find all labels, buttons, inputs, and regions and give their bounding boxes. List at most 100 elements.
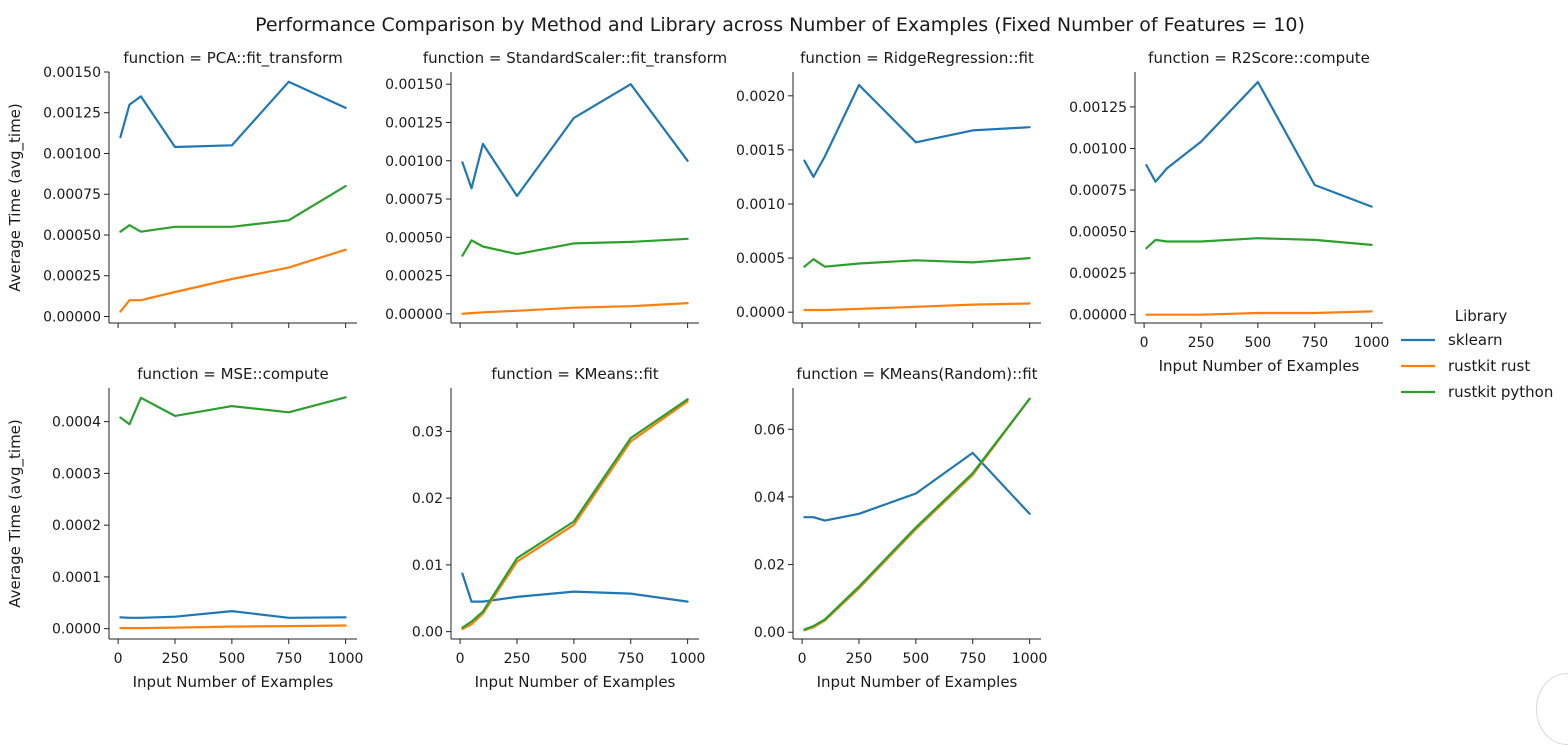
series-line-rustkit-rust	[1145, 310, 1373, 316]
y-tick-label: 0.0000	[736, 305, 785, 321]
y-tick-label: 0.02	[412, 491, 443, 507]
y-tick-label: 0.00050	[43, 228, 101, 244]
y-tick-label: 0.0010	[736, 197, 785, 213]
x-tick-label: 750	[959, 651, 986, 667]
y-tick-label: 0.00125	[385, 116, 443, 132]
panel-title: function = PCA::fit_transform	[123, 49, 342, 68]
x-tick-label: 0	[798, 651, 807, 667]
series-line-rustkit-rust	[461, 302, 689, 315]
figure: Performance Comparison by Method and Lib…	[6, 14, 1553, 691]
y-tick-label: 0.00075	[385, 192, 443, 208]
x-tick-label: 500	[560, 651, 587, 667]
y-tick-label: 0.00125	[1069, 100, 1127, 116]
y-tick-label: 0.01	[412, 558, 443, 574]
series-line-sklearn	[803, 451, 1031, 522]
x-tick-label: 0	[456, 651, 465, 667]
y-tick-label: 0.0001	[52, 570, 101, 586]
panel-title: function = R2Score::compute	[1148, 49, 1370, 67]
x-tick-label: 1000	[1012, 651, 1048, 667]
y-tick-label: 0.00100	[1069, 141, 1127, 157]
x-tick-label: 500	[218, 651, 245, 667]
y-tick-label: 0.00000	[1069, 308, 1127, 324]
x-axis-title: Input Number of Examples	[475, 673, 676, 691]
series-line-rustkit-rust	[461, 400, 689, 631]
legend-label: rustkit rust	[1448, 357, 1530, 375]
panel-title: function = KMeans::fit	[491, 365, 658, 383]
y-tick-label: 0.00025	[43, 269, 101, 285]
y-tick-label: 0.00150	[385, 77, 443, 93]
x-axis-title: Input Number of Examples	[817, 673, 1018, 691]
x-tick-label: 1000	[670, 651, 706, 667]
y-tick-label: 0.00125	[43, 106, 101, 122]
series-line-rustkit-python	[119, 185, 347, 233]
panel-title: function = KMeans(Random)::fit	[796, 365, 1037, 383]
x-tick-label: 750	[617, 651, 644, 667]
x-tick-label: 250	[162, 651, 189, 667]
series-line-sklearn	[119, 609, 347, 619]
y-tick-label: 0.0005	[736, 251, 785, 267]
series-line-rustkit-python	[803, 397, 1031, 631]
y-tick-label: 0.03	[412, 424, 443, 440]
series-line-rustkit-python	[461, 237, 689, 257]
y-tick-label: 0.04	[754, 490, 785, 506]
y-tick-label: 0.00	[412, 625, 443, 641]
panel-title: function = MSE::compute	[137, 365, 329, 383]
y-tick-label: 0.00075	[1069, 183, 1127, 199]
x-tick-label: 1000	[1354, 335, 1390, 351]
series-line-sklearn	[119, 80, 347, 149]
panels: function = PCA::fit_transform0.000000.00…	[6, 49, 1389, 691]
panel-title: function = StandardScaler::fit_transform	[423, 49, 727, 68]
panel-2: function = StandardScaler::fit_transform…	[385, 49, 727, 328]
y-tick-label: 0.0020	[736, 89, 785, 105]
y-tick-label: 0.0015	[736, 143, 785, 159]
y-tick-label: 0.00075	[43, 187, 101, 203]
y-tick-label: 0.00000	[43, 309, 101, 325]
series-line-rustkit-rust	[803, 397, 1031, 632]
x-tick-label: 500	[1244, 335, 1271, 351]
y-tick-label: 0.00100	[43, 146, 101, 162]
y-axis-title: Average Time (avg_time)	[6, 419, 25, 608]
y-tick-label: 0.00000	[385, 307, 443, 323]
y-tick-label: 0.02	[754, 558, 785, 574]
series-line-sklearn	[803, 83, 1031, 178]
series-line-rustkit-python	[1145, 237, 1373, 250]
y-tick-label: 0.00025	[1069, 266, 1127, 282]
series-line-rustkit-rust	[803, 302, 1031, 312]
x-tick-label: 750	[275, 651, 302, 667]
y-tick-label: 0.00050	[1069, 225, 1127, 241]
y-tick-label: 0.00025	[385, 269, 443, 285]
x-axis-title: Input Number of Examples	[133, 673, 334, 691]
series-line-rustkit-python	[119, 396, 347, 426]
x-tick-label: 250	[1188, 335, 1215, 351]
x-tick-label: 500	[902, 651, 929, 667]
figure-title: Performance Comparison by Method and Lib…	[255, 14, 1305, 36]
series-line-rustkit-python	[461, 398, 689, 629]
x-tick-label: 0	[1140, 335, 1149, 351]
series-line-rustkit-python	[803, 257, 1031, 268]
legend-label: rustkit python	[1448, 383, 1553, 401]
x-tick-label: 1000	[328, 651, 364, 667]
x-tick-label: 250	[846, 651, 873, 667]
series-line-sklearn	[461, 572, 689, 603]
x-tick-label: 250	[504, 651, 531, 667]
x-axis-title: Input Number of Examples	[1159, 357, 1360, 375]
y-tick-label: 0.0000	[52, 622, 101, 638]
y-axis-title: Average Time (avg_time)	[6, 103, 25, 292]
x-tick-label: 750	[1301, 335, 1328, 351]
panel-title: function = RidgeRegression::fit	[800, 49, 1034, 67]
legend-label: sklearn	[1448, 331, 1503, 349]
series-line-sklearn	[1145, 80, 1373, 208]
series-line-sklearn	[461, 83, 689, 198]
y-tick-label: 0.0004	[52, 415, 101, 431]
x-tick-label: 0	[114, 651, 123, 667]
y-tick-label: 0.00	[754, 625, 785, 641]
legend-title: Library	[1455, 307, 1508, 325]
y-tick-label: 0.00050	[385, 230, 443, 246]
series-line-rustkit-rust	[119, 248, 347, 313]
